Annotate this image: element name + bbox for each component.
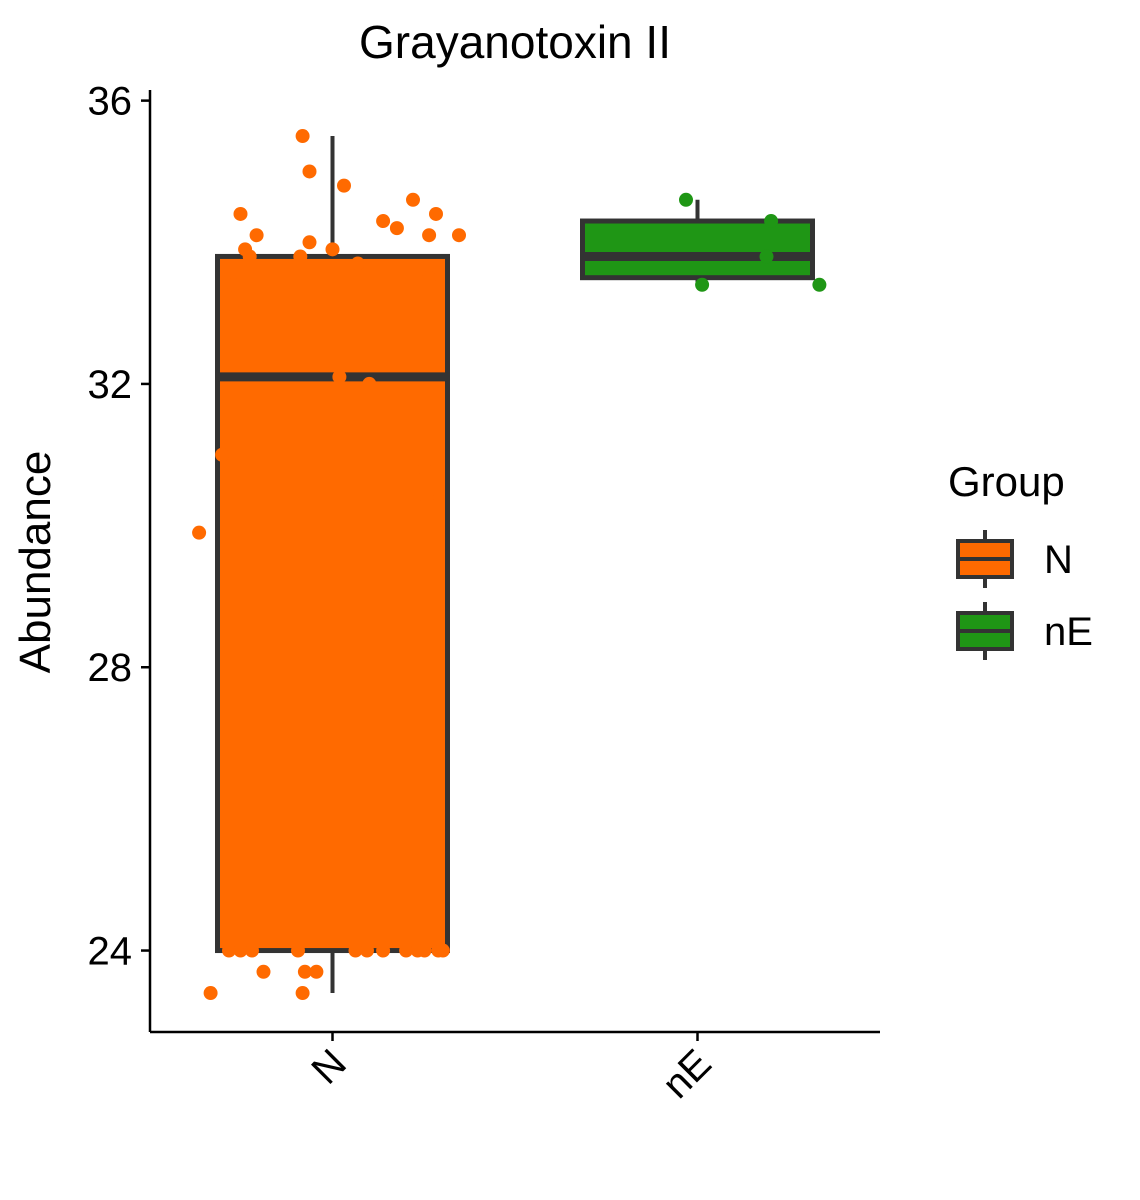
point-N-37	[435, 943, 450, 958]
point-N-3	[376, 214, 391, 229]
y-tick-label-36: 36	[88, 80, 133, 124]
point-N-9	[452, 228, 466, 243]
point-N-42	[295, 986, 310, 1001]
point-N-15	[242, 249, 257, 264]
point-N-23	[417, 461, 432, 476]
x-tick-label-nE: nE	[654, 1041, 720, 1107]
point-N-30	[348, 943, 363, 958]
point-N-22	[215, 447, 230, 462]
point-N-31	[360, 943, 374, 958]
point-N-38	[256, 964, 271, 979]
point-N-35	[417, 943, 432, 958]
legend-label-nE: nE	[1044, 610, 1093, 654]
point-N-10	[249, 228, 264, 243]
point-N-21	[362, 376, 377, 391]
point-N-16	[293, 249, 308, 264]
y-axis-title: Abundance	[11, 451, 60, 674]
point-N-32	[376, 943, 391, 958]
point-N-13	[325, 242, 340, 257]
legend-label-N: N	[1044, 538, 1073, 582]
point-nE-0	[679, 192, 693, 207]
point-nE-3	[695, 277, 710, 292]
point-N-7	[389, 221, 404, 236]
legend-title: Group	[948, 458, 1065, 505]
y-tick-label-24: 24	[88, 930, 133, 974]
chart-title: Grayanotoxin II	[359, 16, 671, 68]
point-N-5	[429, 206, 443, 221]
plot-area	[192, 129, 827, 1001]
point-N-0	[295, 129, 310, 144]
legend-items: NnE	[956, 530, 1093, 660]
point-N-18	[422, 270, 437, 285]
box-nE	[580, 218, 815, 281]
point-N-2	[233, 206, 248, 221]
point-N-27	[233, 943, 248, 958]
point-nE-4	[812, 277, 827, 292]
y-tick-label-32: 32	[88, 363, 133, 407]
point-N-39	[297, 964, 312, 979]
point-N-14	[226, 277, 241, 292]
point-N-4	[406, 192, 420, 207]
box-N	[215, 253, 450, 954]
point-N-29	[291, 943, 305, 958]
point-N-20	[332, 369, 347, 384]
point-N-19	[228, 306, 243, 321]
point-N-1	[337, 178, 351, 193]
x-tick-label-N: N	[303, 1041, 355, 1093]
point-N-12	[302, 235, 317, 250]
point-N-28	[245, 943, 259, 958]
point-N-25	[192, 525, 207, 540]
point-N-26	[222, 943, 236, 958]
point-nE-1	[764, 214, 779, 229]
point-N-8	[422, 228, 437, 243]
axes: 24 28 32 36 N nE	[88, 80, 880, 1107]
point-N-33	[399, 943, 414, 958]
point-N-6	[302, 164, 317, 179]
point-N-17	[350, 256, 365, 271]
point-nE-2	[759, 249, 774, 264]
point-N-41	[203, 986, 218, 1001]
y-tick-label-28: 28	[88, 646, 133, 690]
point-N-40	[309, 964, 324, 979]
legend: Group NnE	[948, 458, 1093, 660]
point-N-24	[419, 490, 434, 505]
